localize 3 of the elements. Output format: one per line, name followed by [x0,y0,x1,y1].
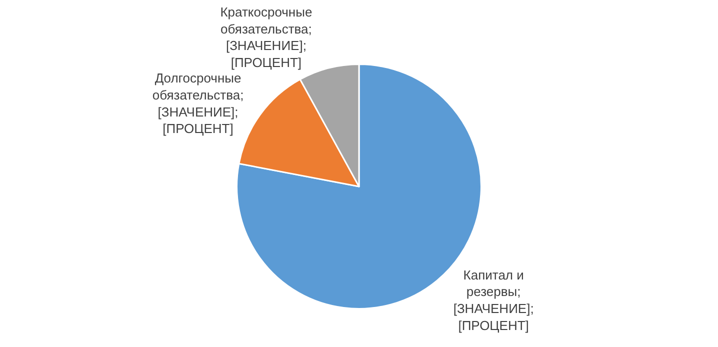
slice-label: Краткосрочные обязательства; [ЗНАЧЕНИЕ]; [ПРОЦЕНТ] [220,4,312,70]
slice-label: Капитал и резервы; [ЗНАЧЕНИЕ]; [ПРОЦЕНТ] [453,267,534,334]
slice-label: Долгосрочные обязательства; [ЗНАЧЕНИЕ]; [ПРОЦЕНТ] [152,70,244,136]
